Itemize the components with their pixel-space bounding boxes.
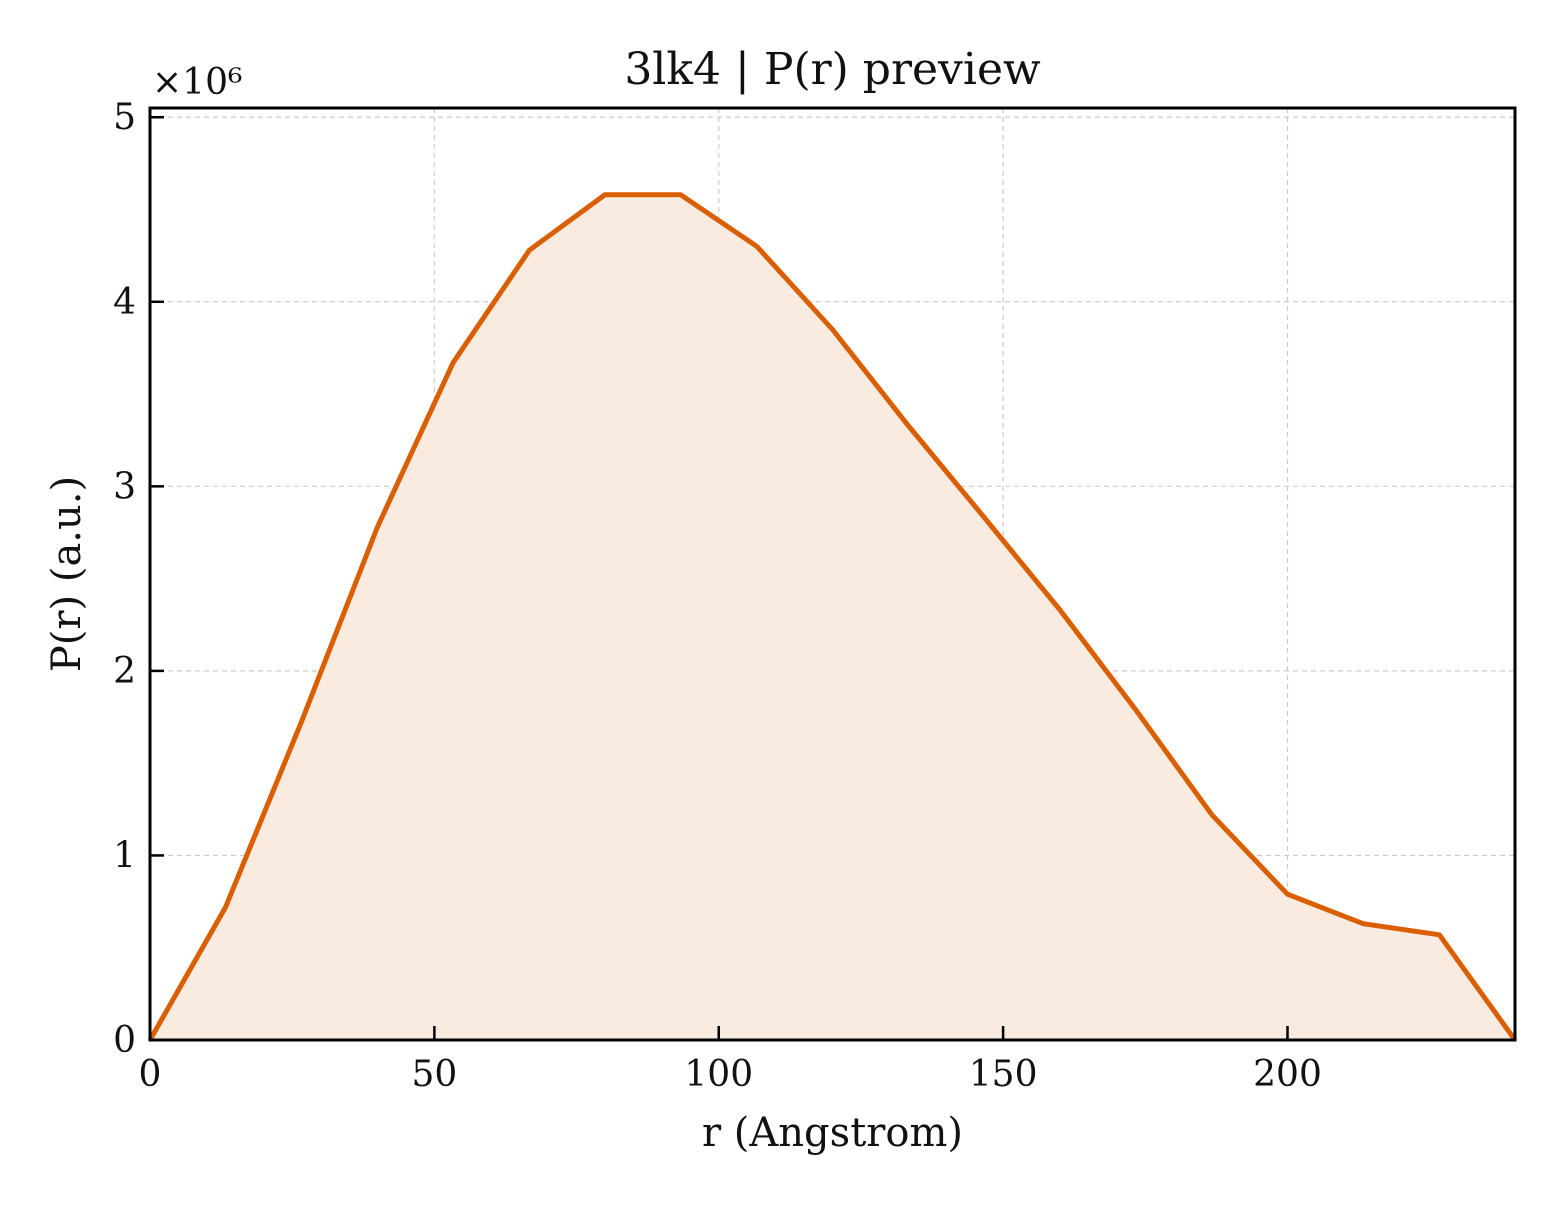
series-area-fill xyxy=(150,194,1515,1040)
series-line xyxy=(147,192,1518,1042)
x-axis-title: r (Angstrom) xyxy=(702,1110,963,1156)
plot-frame xyxy=(148,106,1517,1042)
x-tick-label: 50 xyxy=(411,1054,457,1095)
y-axis-multiplier: ×10⁶ xyxy=(152,62,242,103)
tick-labels: 0 50 100 150 200 0 1 2 3 4 5 xyxy=(113,97,1322,1095)
y-tick-label: 0 xyxy=(113,1020,136,1061)
y-tick-label: 1 xyxy=(113,835,136,876)
y-tick-label: 3 xyxy=(113,466,136,507)
chart-title: 3lk4 | P(r) preview xyxy=(624,44,1041,95)
y-tick-label: 2 xyxy=(113,651,136,692)
y-axis-title: P(r) (a.u.) xyxy=(44,476,90,672)
y-tick-label: 4 xyxy=(113,282,136,323)
x-tick-label: 100 xyxy=(684,1054,753,1095)
y-tick-label: 5 xyxy=(113,97,136,138)
x-tick-label: 0 xyxy=(139,1054,162,1095)
x-tick-label: 200 xyxy=(1253,1054,1322,1095)
x-tick-label: 150 xyxy=(969,1054,1038,1095)
